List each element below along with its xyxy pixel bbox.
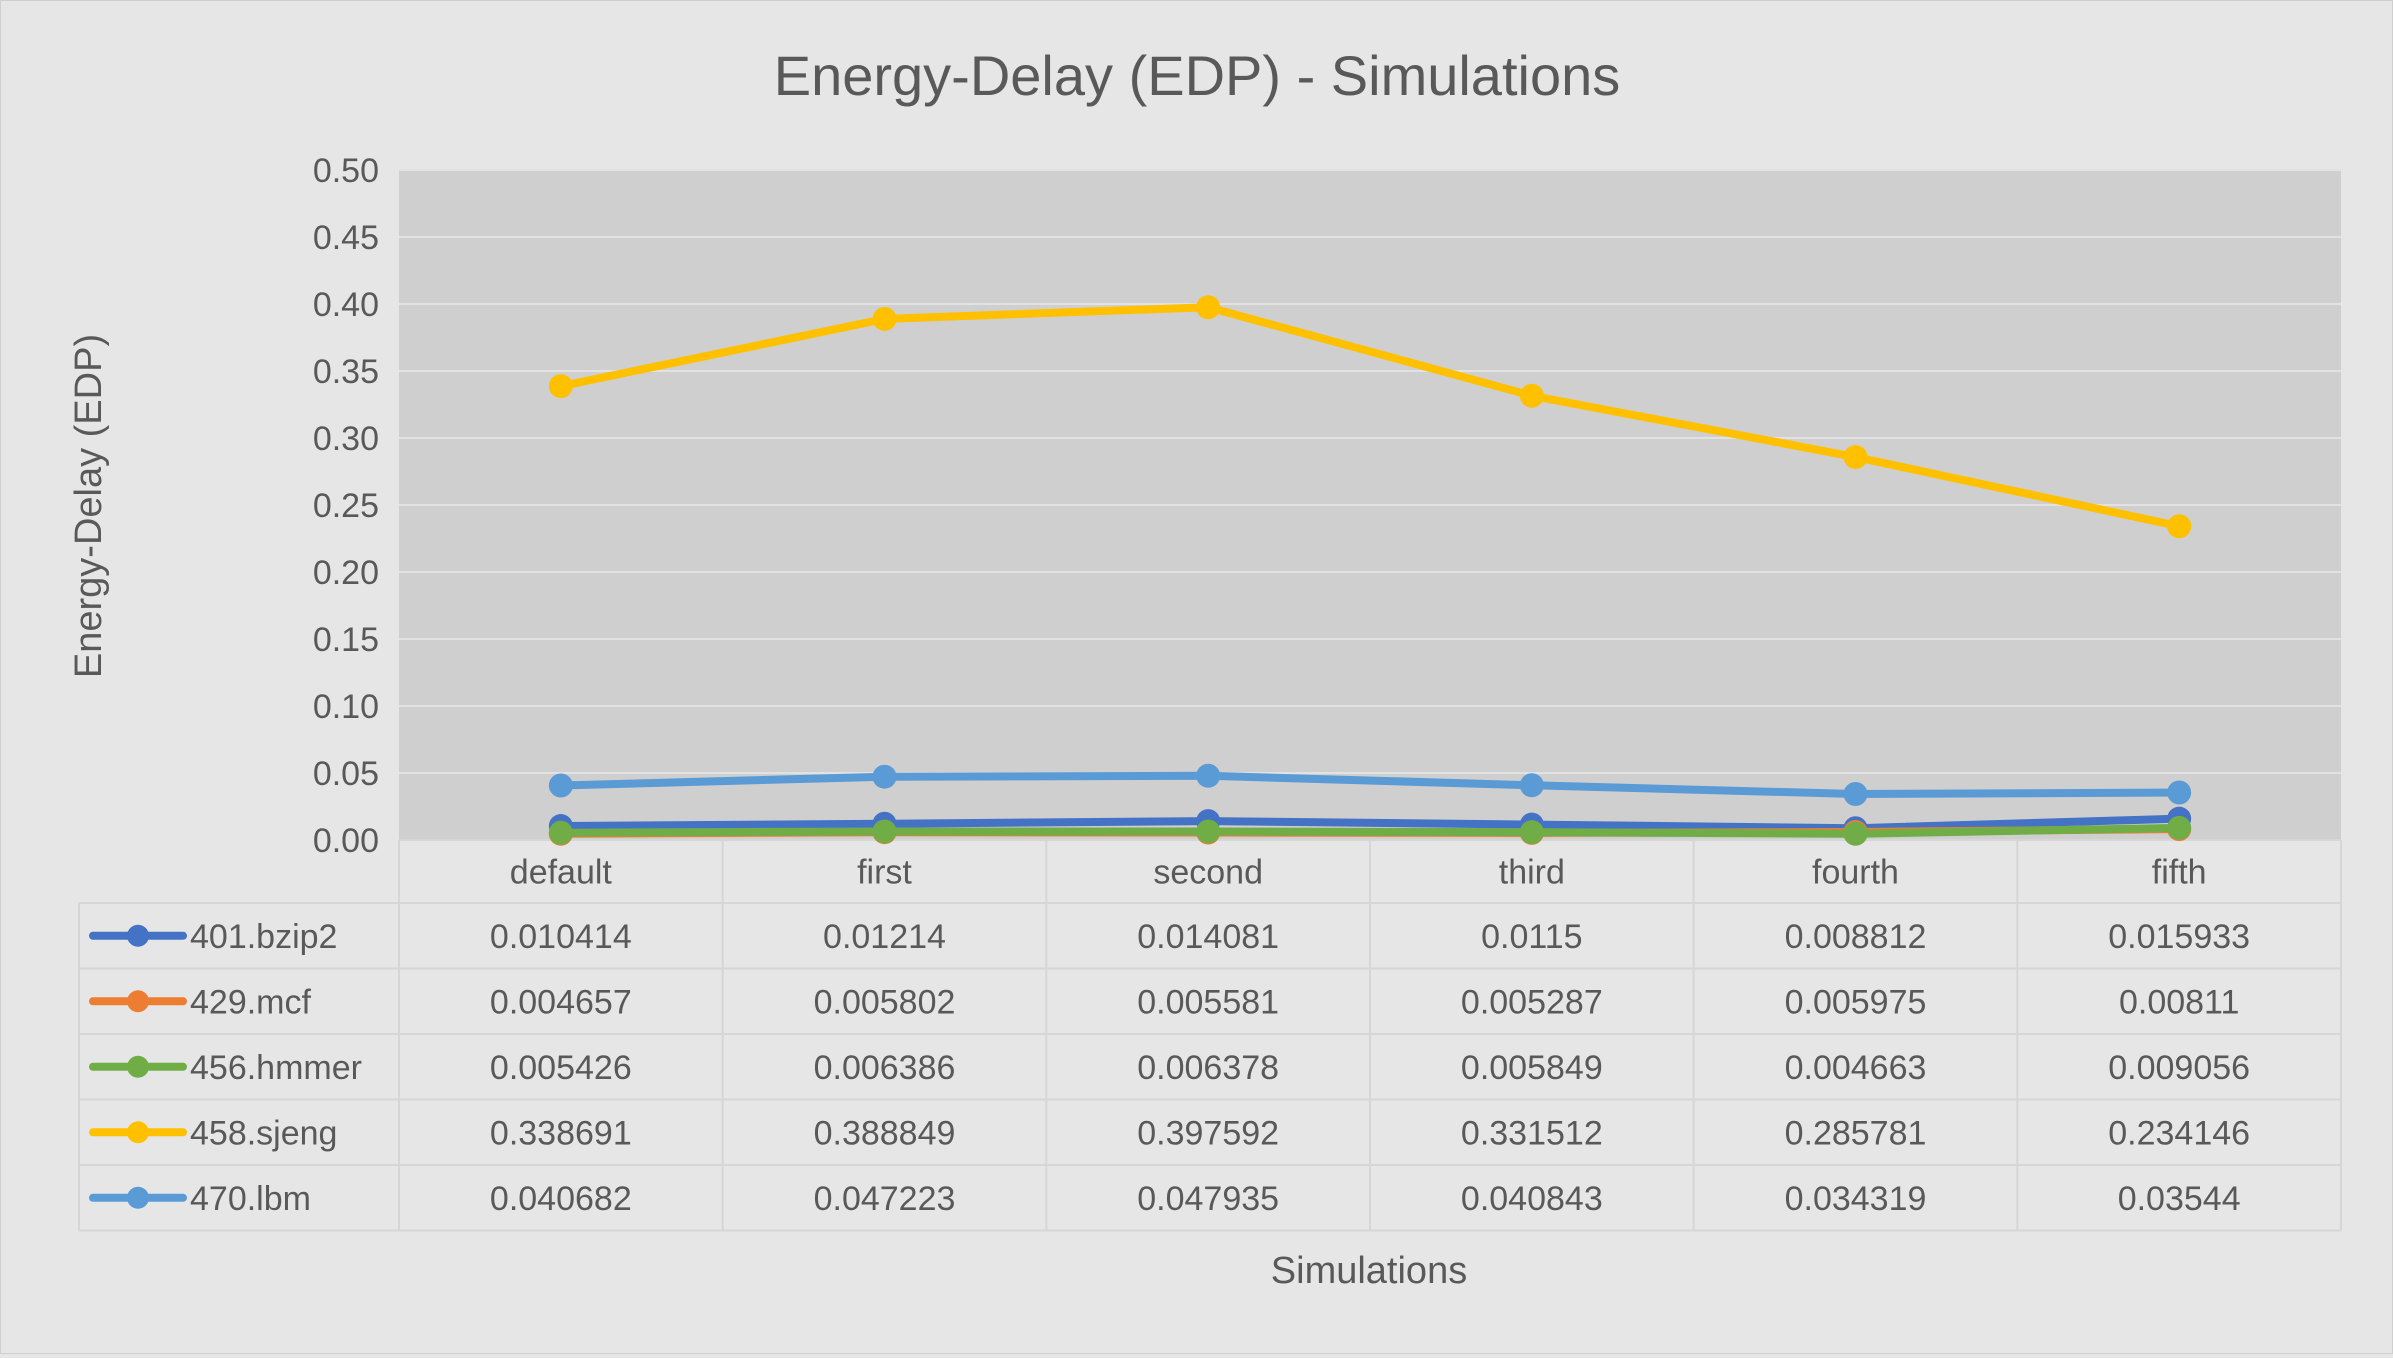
series-layer [548, 295, 2192, 846]
data-table-cell: 0.005287 [1461, 983, 1603, 1021]
x-tick-label: first [857, 854, 912, 892]
legend-entry: 456.hmmer [190, 1049, 362, 1087]
data-table-cell: 0.00811 [2119, 983, 2239, 1021]
data-table-cell: 0.0115 [1481, 918, 1582, 956]
y-tick-label: 0.05 [313, 755, 379, 793]
data-table-cell: 0.015933 [2108, 918, 2250, 956]
data-table-cell: 0.009056 [2108, 1049, 2250, 1087]
data-table-cell: 0.006386 [814, 1049, 956, 1087]
y-tick-label: 0.45 [313, 219, 379, 257]
data-table-cell: 0.008812 [1785, 918, 1927, 956]
legend-entry: 458.sjeng [190, 1114, 337, 1152]
data-point [2167, 815, 2192, 840]
x-tick-label: default [510, 854, 613, 892]
data-table-cell: 0.397592 [1137, 1114, 1279, 1152]
data-point [1196, 819, 1221, 844]
data-table-cell: 0.005802 [814, 983, 956, 1021]
data-table-cell: 0.004657 [490, 983, 632, 1021]
data-point [872, 819, 897, 844]
x-tick-label: second [1153, 854, 1263, 892]
data-table-cell: 0.040682 [490, 1180, 632, 1218]
data-point [1196, 763, 1221, 788]
data-point [548, 773, 573, 798]
data-point [1519, 773, 1544, 798]
legend-key-marker [127, 990, 149, 1013]
data-table-cell: 0.005426 [490, 1049, 632, 1087]
data-table-cell: 0.005581 [1137, 983, 1279, 1021]
data-table-cell: 0.331512 [1461, 1114, 1603, 1152]
series-line [556, 303, 2184, 531]
legend-key-marker [127, 1121, 149, 1144]
y-tick-label: 0.00 [313, 822, 379, 860]
data-table-cell: 0.234146 [2108, 1114, 2250, 1152]
data-point [1519, 820, 1544, 845]
data-table-cell: 0.014081 [1137, 918, 1279, 956]
series-line [556, 823, 2184, 838]
data-point [1843, 821, 1868, 846]
data-table-cell: 0.006378 [1137, 1049, 1279, 1087]
legend-entry: 429.mcf [190, 983, 311, 1021]
data-point [548, 374, 573, 399]
data-point [2167, 780, 2192, 805]
data-table-cell: 0.005849 [1461, 1049, 1603, 1087]
y-axis-title: Energy-Delay (EDP) [68, 334, 110, 678]
x-tick-label: fifth [2152, 854, 2207, 892]
data-table-cell: 0.047223 [814, 1180, 956, 1218]
y-tick-label: 0.30 [313, 420, 379, 458]
y-tick-label: 0.40 [313, 286, 379, 324]
data-table-cell: 0.047935 [1137, 1180, 1279, 1218]
data-point [1519, 383, 1544, 408]
y-tick-label: 0.15 [313, 621, 379, 659]
legend-key-marker [127, 1186, 149, 1209]
data-table-cell: 0.388849 [814, 1114, 956, 1152]
data-table: default first second third fourth fifth 401.bz… [78, 839, 2342, 1232]
y-tick-label: 0.10 [313, 688, 379, 726]
y-axis-ticks: 0.00 0.05 0.10 0.15 0.20 0.25 0.30 0.35 0.40 0.45… [313, 152, 379, 860]
y-tick-label: 0.50 [313, 152, 379, 190]
data-table-cell: 0.034319 [1785, 1180, 1927, 1218]
series-line [556, 814, 2184, 833]
chart-title: Energy-Delay (EDP) - Simulations [774, 44, 1620, 107]
grid-layer [399, 169, 2341, 774]
data-table-cell: 0.010414 [490, 918, 632, 956]
data-table-cell: 0.01214 [823, 918, 946, 956]
legend-key-marker [127, 924, 149, 947]
data-table-cell: 0.040843 [1461, 1180, 1603, 1218]
data-point [872, 764, 897, 789]
y-tick-label: 0.35 [313, 353, 379, 391]
data-point [1843, 445, 1868, 470]
legend-entry: 470.lbm [190, 1180, 311, 1218]
x-axis-title: Simulations [1271, 1250, 1467, 1292]
y-tick-label: 0.25 [313, 487, 379, 525]
data-point [1196, 295, 1221, 320]
data-table-cell: 0.03544 [2118, 1180, 2241, 1218]
data-table-cell: 0.005975 [1785, 983, 1927, 1021]
y-tick-label: 0.20 [313, 554, 379, 592]
data-table-cell: 0.285781 [1785, 1114, 1927, 1152]
data-point [2167, 514, 2192, 539]
data-table-cell: 0.338691 [490, 1114, 632, 1152]
data-point [872, 306, 897, 331]
x-tick-label: fourth [1812, 854, 1899, 892]
data-table-cell: 0.004663 [1785, 1049, 1927, 1087]
series-line [556, 771, 2184, 799]
legend-entry: 401.bzip2 [190, 918, 337, 956]
data-point [548, 820, 573, 845]
legend-key-marker [127, 1055, 149, 1078]
x-tick-label: third [1499, 854, 1565, 892]
data-point [1843, 782, 1868, 807]
